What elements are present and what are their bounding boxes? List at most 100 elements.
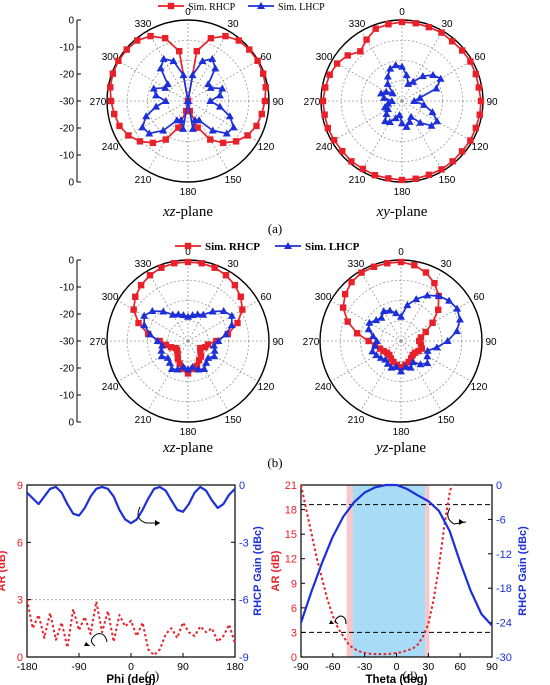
- plane-label-suffix: -plane: [176, 440, 214, 456]
- axis-pointer-head: [329, 620, 334, 624]
- polar-angle-tick: 300: [102, 52, 119, 63]
- data-point-lhcp: [427, 121, 436, 129]
- data-point-lhcp: [202, 358, 211, 366]
- polar-angle-tick: 300: [315, 292, 332, 303]
- data-point-rhcp: [390, 358, 397, 366]
- data-point-rhcp: [172, 344, 179, 352]
- data-point-rhcp: [435, 306, 442, 313]
- polar-grid-spoke: [330, 300, 402, 342]
- data-point-lhcp: [391, 61, 400, 69]
- data-point-lhcp: [397, 367, 405, 375]
- y-left-tick-label: 12: [285, 554, 297, 566]
- polar-angle-tick: 30: [227, 259, 239, 270]
- legend-label: Sim. RHCP: [205, 241, 260, 253]
- x-tick-label: -180: [16, 661, 37, 673]
- data-point-lhcp: [158, 341, 167, 349]
- polar-grid-spoke: [360, 340, 402, 412]
- data-point-lhcp: [453, 304, 462, 312]
- data-point-lhcp: [146, 330, 155, 338]
- data-point-lhcp: [179, 311, 188, 319]
- data-point-lhcp: [161, 83, 170, 91]
- data-point-rhcp: [211, 264, 218, 271]
- data-point-rhcp: [135, 319, 142, 327]
- panel-label-c: (c): [145, 668, 159, 683]
- data-point-rhcp: [146, 272, 154, 279]
- data-point-rhcp: [235, 37, 242, 44]
- radial-tick-label: -20: [60, 364, 75, 375]
- data-point-rhcp: [174, 350, 181, 357]
- polar-angle-tick: 240: [102, 382, 119, 393]
- data-point-rhcp: [193, 362, 201, 369]
- data-point-lhcp: [227, 311, 236, 319]
- data-point-lhcp: [153, 337, 162, 344]
- legend-marker: [184, 242, 192, 250]
- data-point-rhcp: [431, 279, 438, 287]
- polar-angle-tick: 90: [272, 97, 284, 108]
- data-point-rhcp: [341, 290, 349, 298]
- data-point-rhcp: [370, 263, 378, 270]
- data-point-lhcp: [381, 117, 390, 125]
- data-point-rhcp: [198, 260, 205, 267]
- data-point-lhcp: [385, 306, 394, 314]
- data-point-rhcp: [109, 70, 117, 77]
- polar-grid-spoke: [361, 30, 403, 102]
- polar-grid-spoke: [187, 100, 229, 172]
- data-point-rhcp: [409, 351, 416, 359]
- data-point-lhcp: [403, 301, 412, 309]
- data-point-rhcp: [262, 84, 269, 91]
- radial-tick-label: -30: [60, 97, 75, 108]
- polar-grid-spoke: [331, 100, 403, 142]
- polar-angle-tick: 330: [349, 19, 366, 30]
- radial-tick-label: -10: [60, 391, 75, 402]
- data-point-lhcp: [193, 310, 202, 318]
- data-point-rhcp: [201, 344, 209, 351]
- data-point-lhcp: [401, 362, 410, 370]
- data-point-rhcp: [467, 137, 474, 144]
- data-point-rhcp: [193, 47, 200, 55]
- data-point-rhcp: [333, 60, 341, 67]
- data-point-lhcp: [391, 114, 400, 122]
- polar-grid-spoke: [187, 300, 259, 342]
- data-point-lhcp: [163, 80, 172, 88]
- data-point-lhcp: [157, 346, 166, 354]
- data-point-lhcp: [433, 117, 442, 125]
- data-point-rhcp: [359, 165, 367, 173]
- data-point-rhcp: [237, 293, 244, 300]
- radial-tick-label: 0: [68, 418, 74, 429]
- polar-grid-spoke: [400, 340, 442, 412]
- data-point-lhcp: [140, 311, 149, 319]
- radial-tick-label: -20: [60, 310, 75, 321]
- data-point-rhcp: [167, 344, 175, 351]
- data-point-lhcp: [382, 110, 391, 118]
- polar-grid-spoke: [330, 340, 402, 382]
- data-point-lhcp: [222, 129, 231, 137]
- data-point-lhcp: [142, 112, 151, 120]
- radial-tick-label: 0: [68, 178, 74, 189]
- data-point-lhcp: [219, 307, 228, 315]
- data-point-rhcp: [161, 35, 169, 42]
- data-point-lhcp: [416, 118, 425, 126]
- data-point-lhcp: [214, 337, 223, 344]
- data-point-rhcp: [324, 124, 331, 132]
- data-point-rhcp: [422, 269, 430, 276]
- polar-chart-a-xy: 0 30 60 90 120 150 180 210 240 270 300 330 xy-plane: [304, 7, 498, 220]
- data-point-lhcp: [380, 103, 389, 111]
- radial-tick-label: -30: [60, 337, 75, 348]
- legend-label: Sim. RHCP: [188, 2, 236, 13]
- axis-pointer-head: [155, 520, 160, 526]
- data-point-lhcp: [383, 79, 392, 87]
- axis-pointer-arrow: [447, 507, 467, 525]
- data-point-rhcp: [115, 57, 122, 65]
- data-point-lhcp: [409, 77, 418, 85]
- data-point-lhcp: [407, 112, 416, 120]
- data-point-rhcp: [239, 306, 246, 313]
- polar-angle-tick: 330: [135, 19, 152, 30]
- polar-angle-tick: 150: [439, 175, 456, 186]
- polar-grid-spoke: [187, 100, 259, 142]
- data-point-rhcp: [371, 172, 379, 179]
- data-point-lhcp: [395, 110, 404, 118]
- polar-angle-tick: 330: [135, 259, 152, 270]
- data-point-rhcp: [383, 349, 391, 356]
- data-point-rhcp: [376, 345, 384, 352]
- polar-angle-tick: 270: [304, 97, 321, 108]
